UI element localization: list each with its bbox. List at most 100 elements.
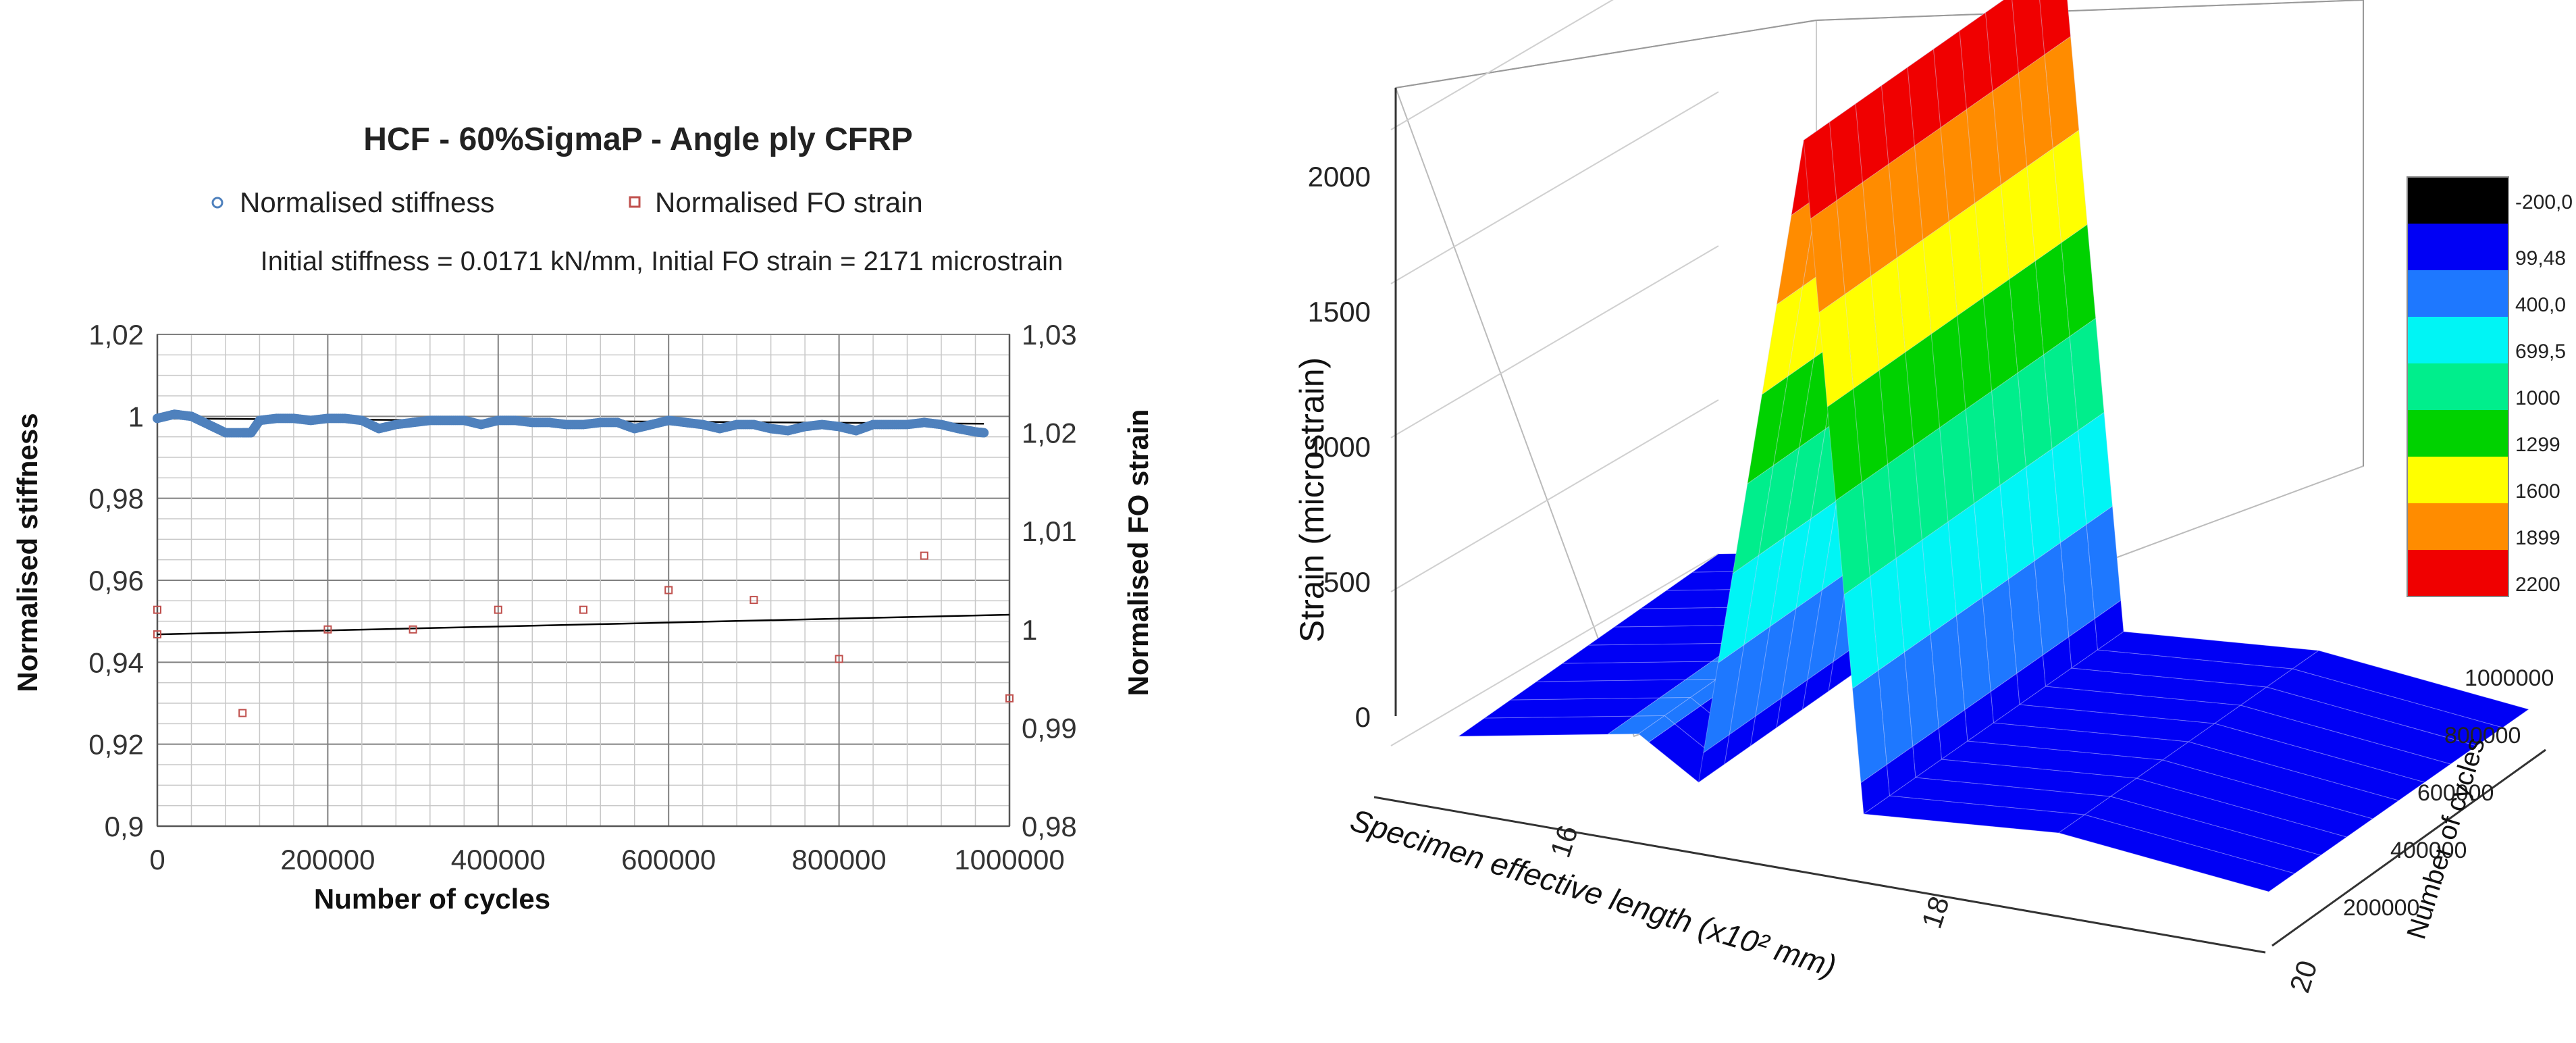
x-tick-label: 600000 [621,844,716,875]
surface-patch [2292,650,2530,728]
y-tick-label: 0,9 [105,811,144,842]
strain-surface-chart: 0500100015002000161820200000400000600000… [1293,0,2573,996]
y2-tick-label: 1 [1022,614,1037,646]
surface-patch [1483,697,1661,719]
fo-strain-point [835,655,843,663]
colorbar-label: 1899 [2515,527,2560,549]
colorbar-swatch [2407,270,2508,317]
y2-tick-label: 1,03 [1022,319,1077,351]
z-tick-label: 2000 [1308,161,1371,193]
y-axis-line [2271,748,2546,947]
axes [1373,88,2546,954]
fo-strain-point [1005,694,1014,703]
z-gridline [1390,553,1719,746]
fo-strain-point [664,586,673,594]
y-tick-label: 1000000 [2465,665,2554,691]
y-tick-label: 800000 [2444,723,2521,748]
chart-title: HCF - 60%SigmaP - Angle ply CFRP [363,122,912,157]
x-tick-label: 20 [2284,957,2323,996]
surface-patch [1509,679,1687,701]
z-tick-label: 1000 [1308,431,1371,463]
y-axis-label: Normalised stiffness [11,413,43,692]
y2-axis-label: Normalised FO strain [1122,409,1154,696]
colorbar-label: 1000 [2515,387,2560,409]
colorbar-label: 1600 [2515,480,2560,503]
x-tick-label: 800000 [792,844,887,875]
trendline [157,613,1010,636]
grid-line [1816,0,2364,21]
legend-label-strain: Normalised FO strain [655,186,923,218]
legend-label-stiffness: Normalised stiffness [240,186,494,218]
fo-strain-point [494,605,502,614]
data-points [153,409,1014,717]
fo-strain-point [238,709,247,717]
colorbar-label: 1299 [2515,434,2560,456]
y2-tick-label: 0,98 [1022,811,1077,842]
colorbar-swatch [2407,457,2508,503]
y-tick-label: 1 [128,401,144,432]
z-tick-label: 0 [1355,701,1371,733]
fo-strain-point [920,551,928,560]
z-gridline [1390,91,1719,284]
colorbar: -200,0 99,48 400,0 699,5 1000 1299 1600 1899 220… [2407,176,2573,597]
plot-grid [157,334,1010,827]
surface-patch [1457,715,1635,737]
stiffness-point [979,428,989,438]
x-axis-label: Number of cycles [314,883,550,915]
y-tick-label: 1,02 [88,319,144,351]
y2-tick-label: 0,99 [1022,712,1077,744]
fo-strain-point [750,596,758,605]
colorbar-swatch [2407,550,2508,596]
colorbar-swatch [2407,503,2508,550]
z-gridlines [1390,0,1719,746]
fo-strain-point [409,625,417,634]
x-axis-label: Specimen effective length (x10² mm) [1346,802,1841,984]
colorbar-swatch [2407,177,2508,224]
plot-axes [156,334,1011,828]
x-tick-label: 0 [149,844,165,875]
x-axis-line [1373,796,2266,954]
fo-strain-point [579,605,587,614]
y2-tick-label: 1,02 [1022,417,1077,449]
y-tick-label: 0,98 [88,483,144,515]
chart-subtitle: Initial stiffness = 0.0171 kN/mm, Initia… [261,247,1063,276]
fo-strain-point [323,625,332,634]
colorbar-swatch [2407,410,2508,457]
legend: Normalised stiffness Normalised FO strai… [211,186,923,218]
colorbar-swatch [2407,317,2508,363]
z-tick-label: 1500 [1308,296,1371,328]
grid-line [1395,20,1817,88]
colorbar-label: 99,48 [2515,247,2566,270]
legend-marker-strain [629,196,641,208]
fo-strain-point [153,605,161,614]
z-gridline [1390,0,1614,130]
colorbar-label: -200,0 [2515,191,2573,213]
z-tick-label: 500 [1323,566,1371,598]
tick-labels: 0,9 0,92 0,94 0,96 0,98 1 1,02 0,98 0,99 1 1,01 1,0… [88,319,1077,875]
y-tick-label: 0,92 [88,729,144,761]
colorbar-label: 699,5 [2515,340,2566,363]
y-tick-label: 0,96 [88,565,144,596]
y-tick-label: 200000 [2343,895,2419,921]
legend-marker-stiffness [211,197,224,209]
fo-strain-point [153,630,161,639]
colorbar-label: 400,0 [2515,294,2566,316]
y-tick-label: 0,94 [88,646,144,678]
x-tick-label: 200000 [280,844,375,875]
colorbar-swatch [2407,363,2508,410]
z-gridline [1390,399,1719,592]
surface-patch [1561,642,1739,664]
surface [1457,0,2530,892]
x-tick-label: 1000000 [954,844,1065,875]
z-gridline [1390,245,1719,438]
colorbar-label: 2200 [2515,574,2560,596]
x-tick-label: 400000 [451,844,546,875]
colorbar-swatch [2407,224,2508,270]
z-axis-label: Strain (microstrain) [1293,357,1331,642]
surface-patch [1535,661,1713,682]
stiffness-strain-chart: HCF - 60%SigmaP - Angle ply CFRP Normali… [11,122,1154,915]
y-tick-label: 600000 [2417,780,2494,806]
y2-tick-label: 1,01 [1022,515,1077,547]
colorbar-border [2407,176,2509,597]
trendlines [157,417,1010,636]
